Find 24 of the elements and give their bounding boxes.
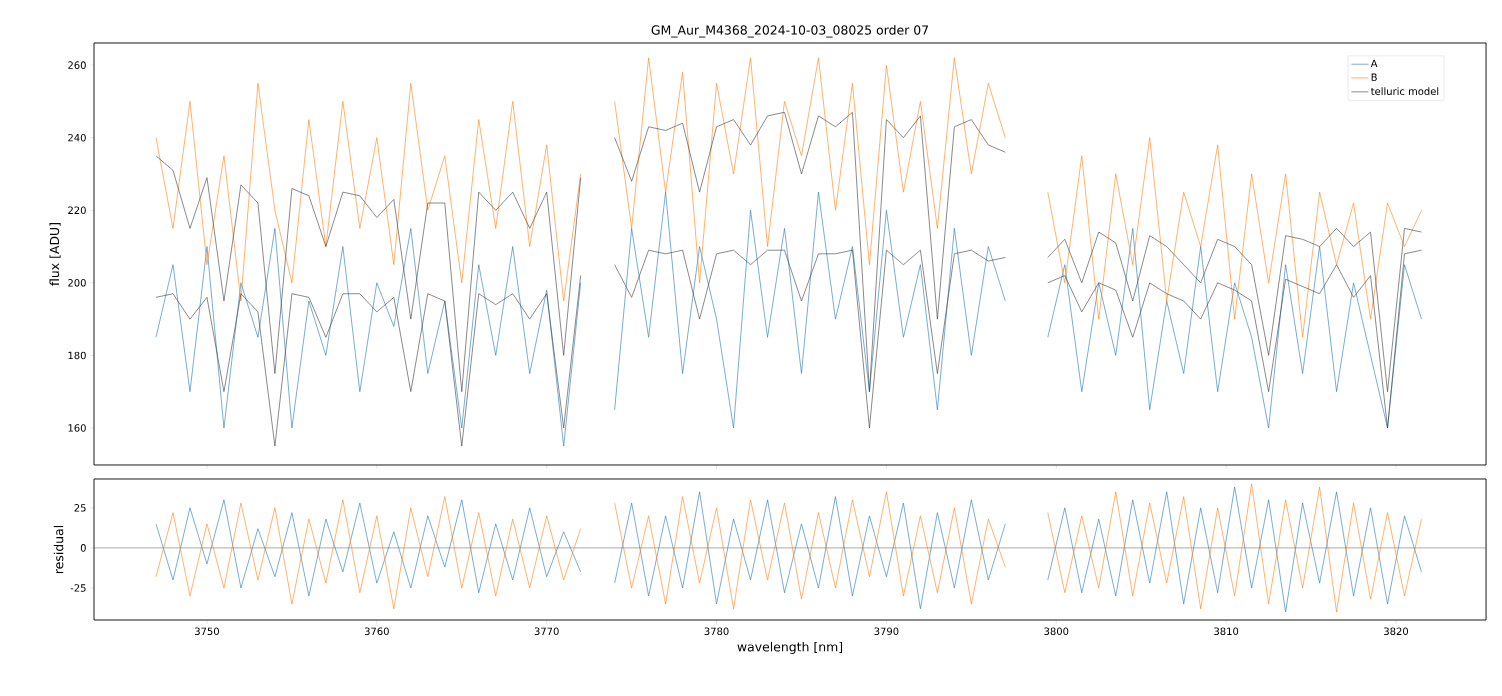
legend-label: B <box>1371 73 1377 81</box>
y-tick-label: 25 <box>74 504 86 512</box>
y-tick-label: -25 <box>70 584 86 592</box>
x-tick-label: 3820 <box>1384 627 1409 636</box>
legend-label: telluric model <box>1370 87 1439 96</box>
chart-title: GM_Aur_M4368_2024-10-03_08025 order 07 <box>651 25 929 38</box>
x-tick-label: 3780 <box>704 627 729 636</box>
x-tick-label: 3770 <box>534 627 559 636</box>
y-tick-label: 0 <box>80 544 86 552</box>
x-tick-label: 3790 <box>874 627 899 636</box>
x-axis-title: wavelength [nm] <box>737 641 843 654</box>
legend-label: A <box>1370 59 1378 68</box>
x-tick-label: 3750 <box>195 627 219 636</box>
y-axis-title: flux [ADU] <box>49 223 61 286</box>
y-tick-label: 180 <box>68 351 86 360</box>
y-tick-label: 220 <box>68 206 86 215</box>
y-tick-label: 260 <box>68 61 86 69</box>
x-tick-label: 3810 <box>1214 627 1239 636</box>
y-axis-title: residual <box>53 525 64 574</box>
y-tick-label: 160 <box>68 424 86 432</box>
x-tick-label: 3800 <box>1044 627 1069 636</box>
y-tick-label: 240 <box>68 133 86 142</box>
x-tick-label: 3760 <box>364 627 389 636</box>
y-tick-label: 200 <box>68 279 86 287</box>
